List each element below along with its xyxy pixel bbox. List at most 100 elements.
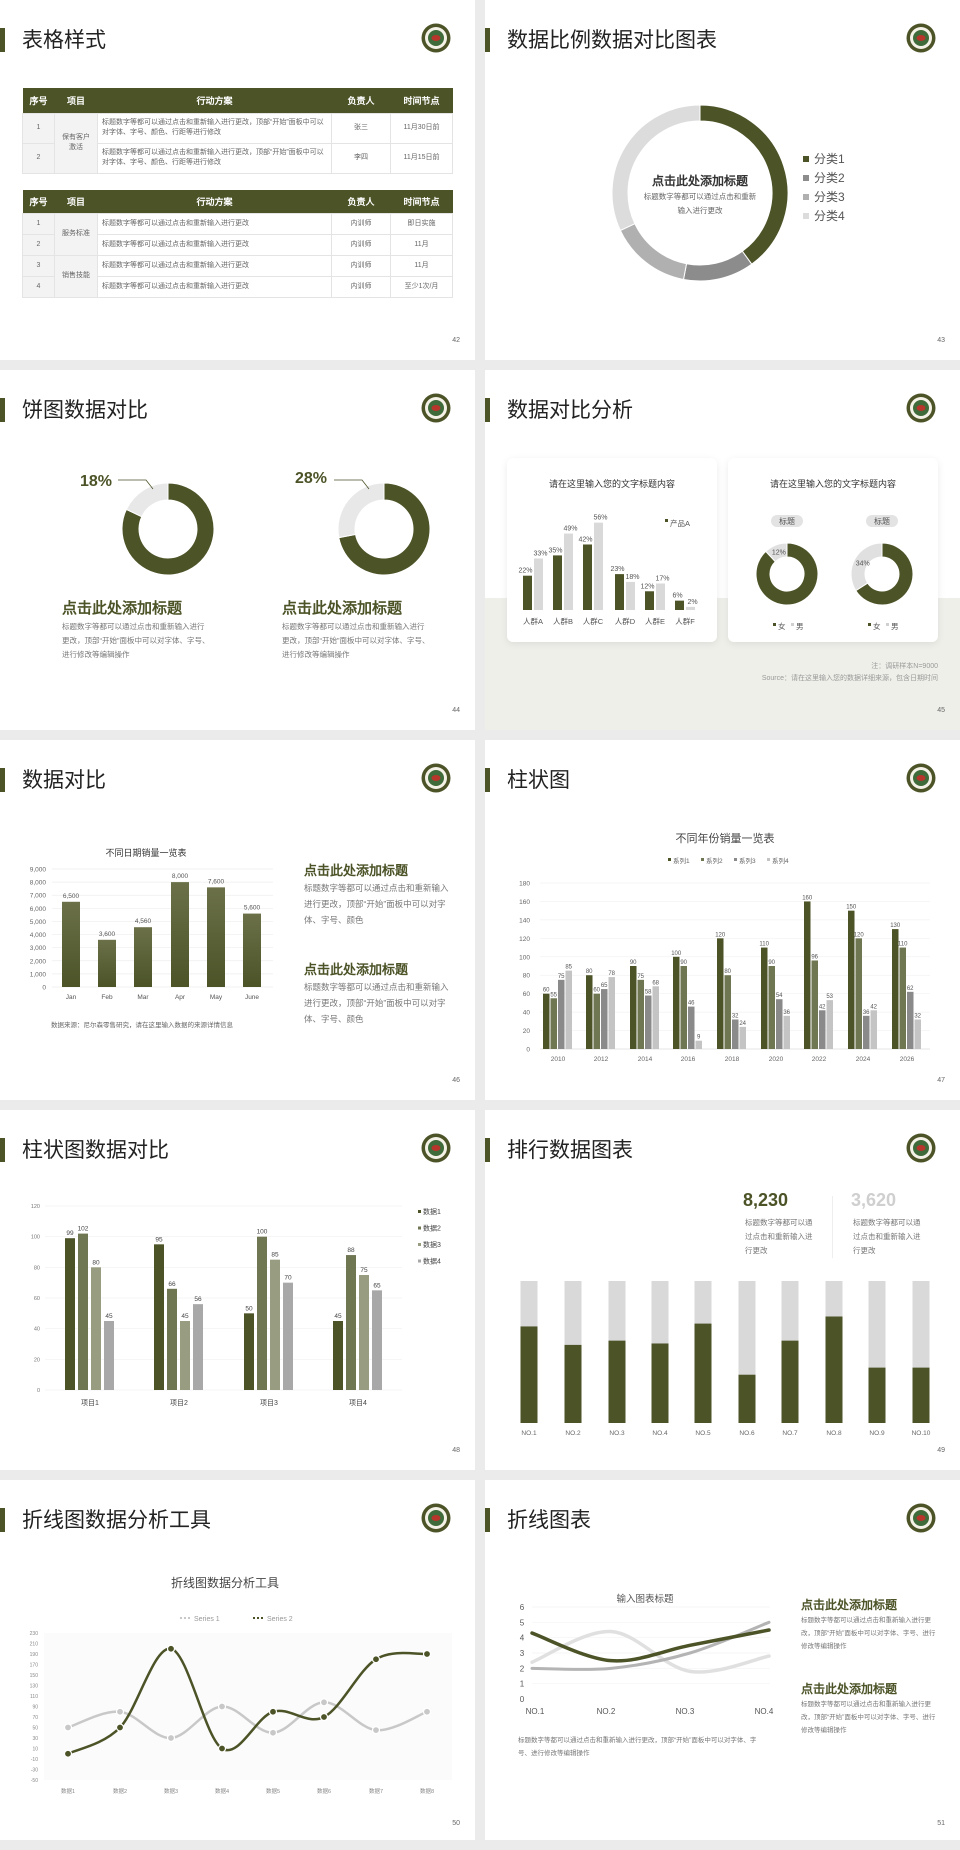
category-label: NO.1 xyxy=(521,1430,537,1437)
bar xyxy=(534,558,543,610)
donut-segment xyxy=(855,542,914,606)
y-tick-label: 20 xyxy=(34,1357,40,1363)
cell-time: 11月 xyxy=(390,233,453,256)
y-tick-label: 60 xyxy=(523,991,531,998)
data-label: 54 xyxy=(776,993,783,999)
emblem-icon xyxy=(906,393,936,423)
legend-swatch xyxy=(803,155,809,162)
cell-item: 服务标准 xyxy=(54,212,98,256)
category-label: 2024 xyxy=(856,1056,871,1063)
legend-swatch xyxy=(734,858,737,861)
emblem-icon xyxy=(906,23,936,53)
data-point xyxy=(422,1707,432,1716)
y-tick-label: 20 xyxy=(523,1028,531,1035)
data-label: 56% xyxy=(593,515,607,522)
stat-value: 8,230 xyxy=(743,1190,789,1210)
category-label: 数据7 xyxy=(369,1787,383,1795)
table-row: 4 标题数字等都可以通过点击和重新输入进行更改 内训师 至少1次/月 xyxy=(22,275,453,298)
page-number: 48 xyxy=(452,1447,460,1454)
data-source: 数据来源：尼尔森零售研究，请在这里输入数据的来源详情信息 xyxy=(51,1022,233,1029)
slide-49: NO.1 NO.2 NO.3 NO.4 NO.5 NO.6 NO.7 NO.8 NO.9 NO.1… xyxy=(485,1110,960,1470)
bar-chart-card xyxy=(507,458,717,642)
y-tick-label: 1 xyxy=(520,1680,525,1689)
data-label: 45 xyxy=(334,1313,342,1320)
legend-swatch xyxy=(886,623,889,626)
stat-body: 标题数字等都可以通过点击和重新输入进行更改 xyxy=(853,1218,921,1255)
legend-label: Series 1 xyxy=(194,1616,220,1623)
category-label: NO.7 xyxy=(782,1430,798,1437)
data-point xyxy=(422,1649,432,1659)
bar xyxy=(826,1000,833,1049)
data-label: 4,560 xyxy=(135,918,152,925)
y-tick-label: 30 xyxy=(32,1736,38,1742)
bar xyxy=(586,975,593,1049)
title-accent-bar xyxy=(0,398,5,422)
data-point xyxy=(319,1698,329,1707)
legend-swatch xyxy=(803,174,809,181)
legend-label: 数据2 xyxy=(423,1224,441,1233)
bar xyxy=(243,913,261,987)
cell-time: 11月15日前 xyxy=(390,142,453,174)
page-number: 43 xyxy=(937,337,945,344)
column-header: 时间节点 xyxy=(390,88,453,113)
data-label: 2% xyxy=(687,599,697,606)
emblem-core xyxy=(431,775,441,781)
slide-43: 数据比例数据对比图表 点击此处添加标题 标题数字等都可以通过点击和重新输入进行更… xyxy=(485,0,960,360)
y-tick-label: 60 xyxy=(34,1296,40,1302)
category-label: NO.5 xyxy=(695,1430,711,1437)
title-accent-bar xyxy=(485,398,490,422)
table-action-plan-1: 序号 项目 行动方案 负责人 时间节点 1 保有客户激活 标题数字等都可以通过点击和重新输入进… xyxy=(22,88,453,174)
chart-canvas xyxy=(611,104,789,282)
title-accent-bar xyxy=(485,1508,490,1532)
data-point xyxy=(319,1712,329,1722)
data-point xyxy=(268,1707,278,1716)
legend-label: Series 2 xyxy=(267,1616,293,1623)
cell-owner: 内训师 xyxy=(331,212,391,235)
page-number: 47 xyxy=(937,1077,945,1084)
slide-title: 数据对比 xyxy=(22,769,106,792)
emblem-icon xyxy=(906,1133,936,1163)
legend-item: 分类3 xyxy=(803,187,845,206)
category-label: 2022 xyxy=(812,1056,827,1063)
bar xyxy=(899,947,906,1049)
legend-label: 分类4 xyxy=(814,209,845,223)
bar xyxy=(819,1010,826,1049)
chart-canvas: 折线图数据分析工具 -50 -30 -10 10 30 50 70 90 110 130 150 170… xyxy=(30,1575,452,1795)
bar-fill xyxy=(912,1367,930,1423)
data-label: 120 xyxy=(715,932,726,938)
category-label: Jan xyxy=(66,994,77,1001)
legend-label: 数据4 xyxy=(423,1257,441,1266)
column-header: 负责人 xyxy=(331,88,391,113)
bar xyxy=(583,544,592,610)
title-accent-bar xyxy=(485,768,490,792)
bar-fill xyxy=(781,1340,799,1423)
legend-item: 分类2 xyxy=(803,168,845,187)
bar xyxy=(717,938,724,1049)
bar-fill xyxy=(520,1326,538,1423)
bar xyxy=(333,1321,343,1390)
cell-number: 2 xyxy=(22,233,55,256)
emblem-icon xyxy=(421,1133,451,1163)
block-heading: 点击此处添加标题 xyxy=(304,863,409,878)
donut-segment xyxy=(611,104,701,232)
y-tick-label: 1,000 xyxy=(30,971,47,978)
percent-label: 12% xyxy=(772,550,786,557)
data-label: 75 xyxy=(360,1267,368,1274)
bar xyxy=(761,947,768,1049)
data-label: 150 xyxy=(846,905,857,911)
legend-swatch xyxy=(418,1259,421,1263)
page-number: 45 xyxy=(937,707,945,714)
bar xyxy=(804,901,811,1049)
bar xyxy=(65,1238,75,1390)
slide-title: 数据对比分析 xyxy=(507,399,633,422)
data-label: 46 xyxy=(688,1001,695,1007)
data-point xyxy=(115,1707,125,1716)
data-label: 96 xyxy=(811,954,818,960)
bar-fill xyxy=(868,1367,886,1423)
bar xyxy=(553,555,562,610)
y-tick-label: -50 xyxy=(31,1778,38,1784)
cell-number: 3 xyxy=(22,254,55,277)
donut-segment xyxy=(682,250,753,282)
percent-label: 34% xyxy=(856,560,870,567)
y-tick-label: 120 xyxy=(519,936,530,943)
